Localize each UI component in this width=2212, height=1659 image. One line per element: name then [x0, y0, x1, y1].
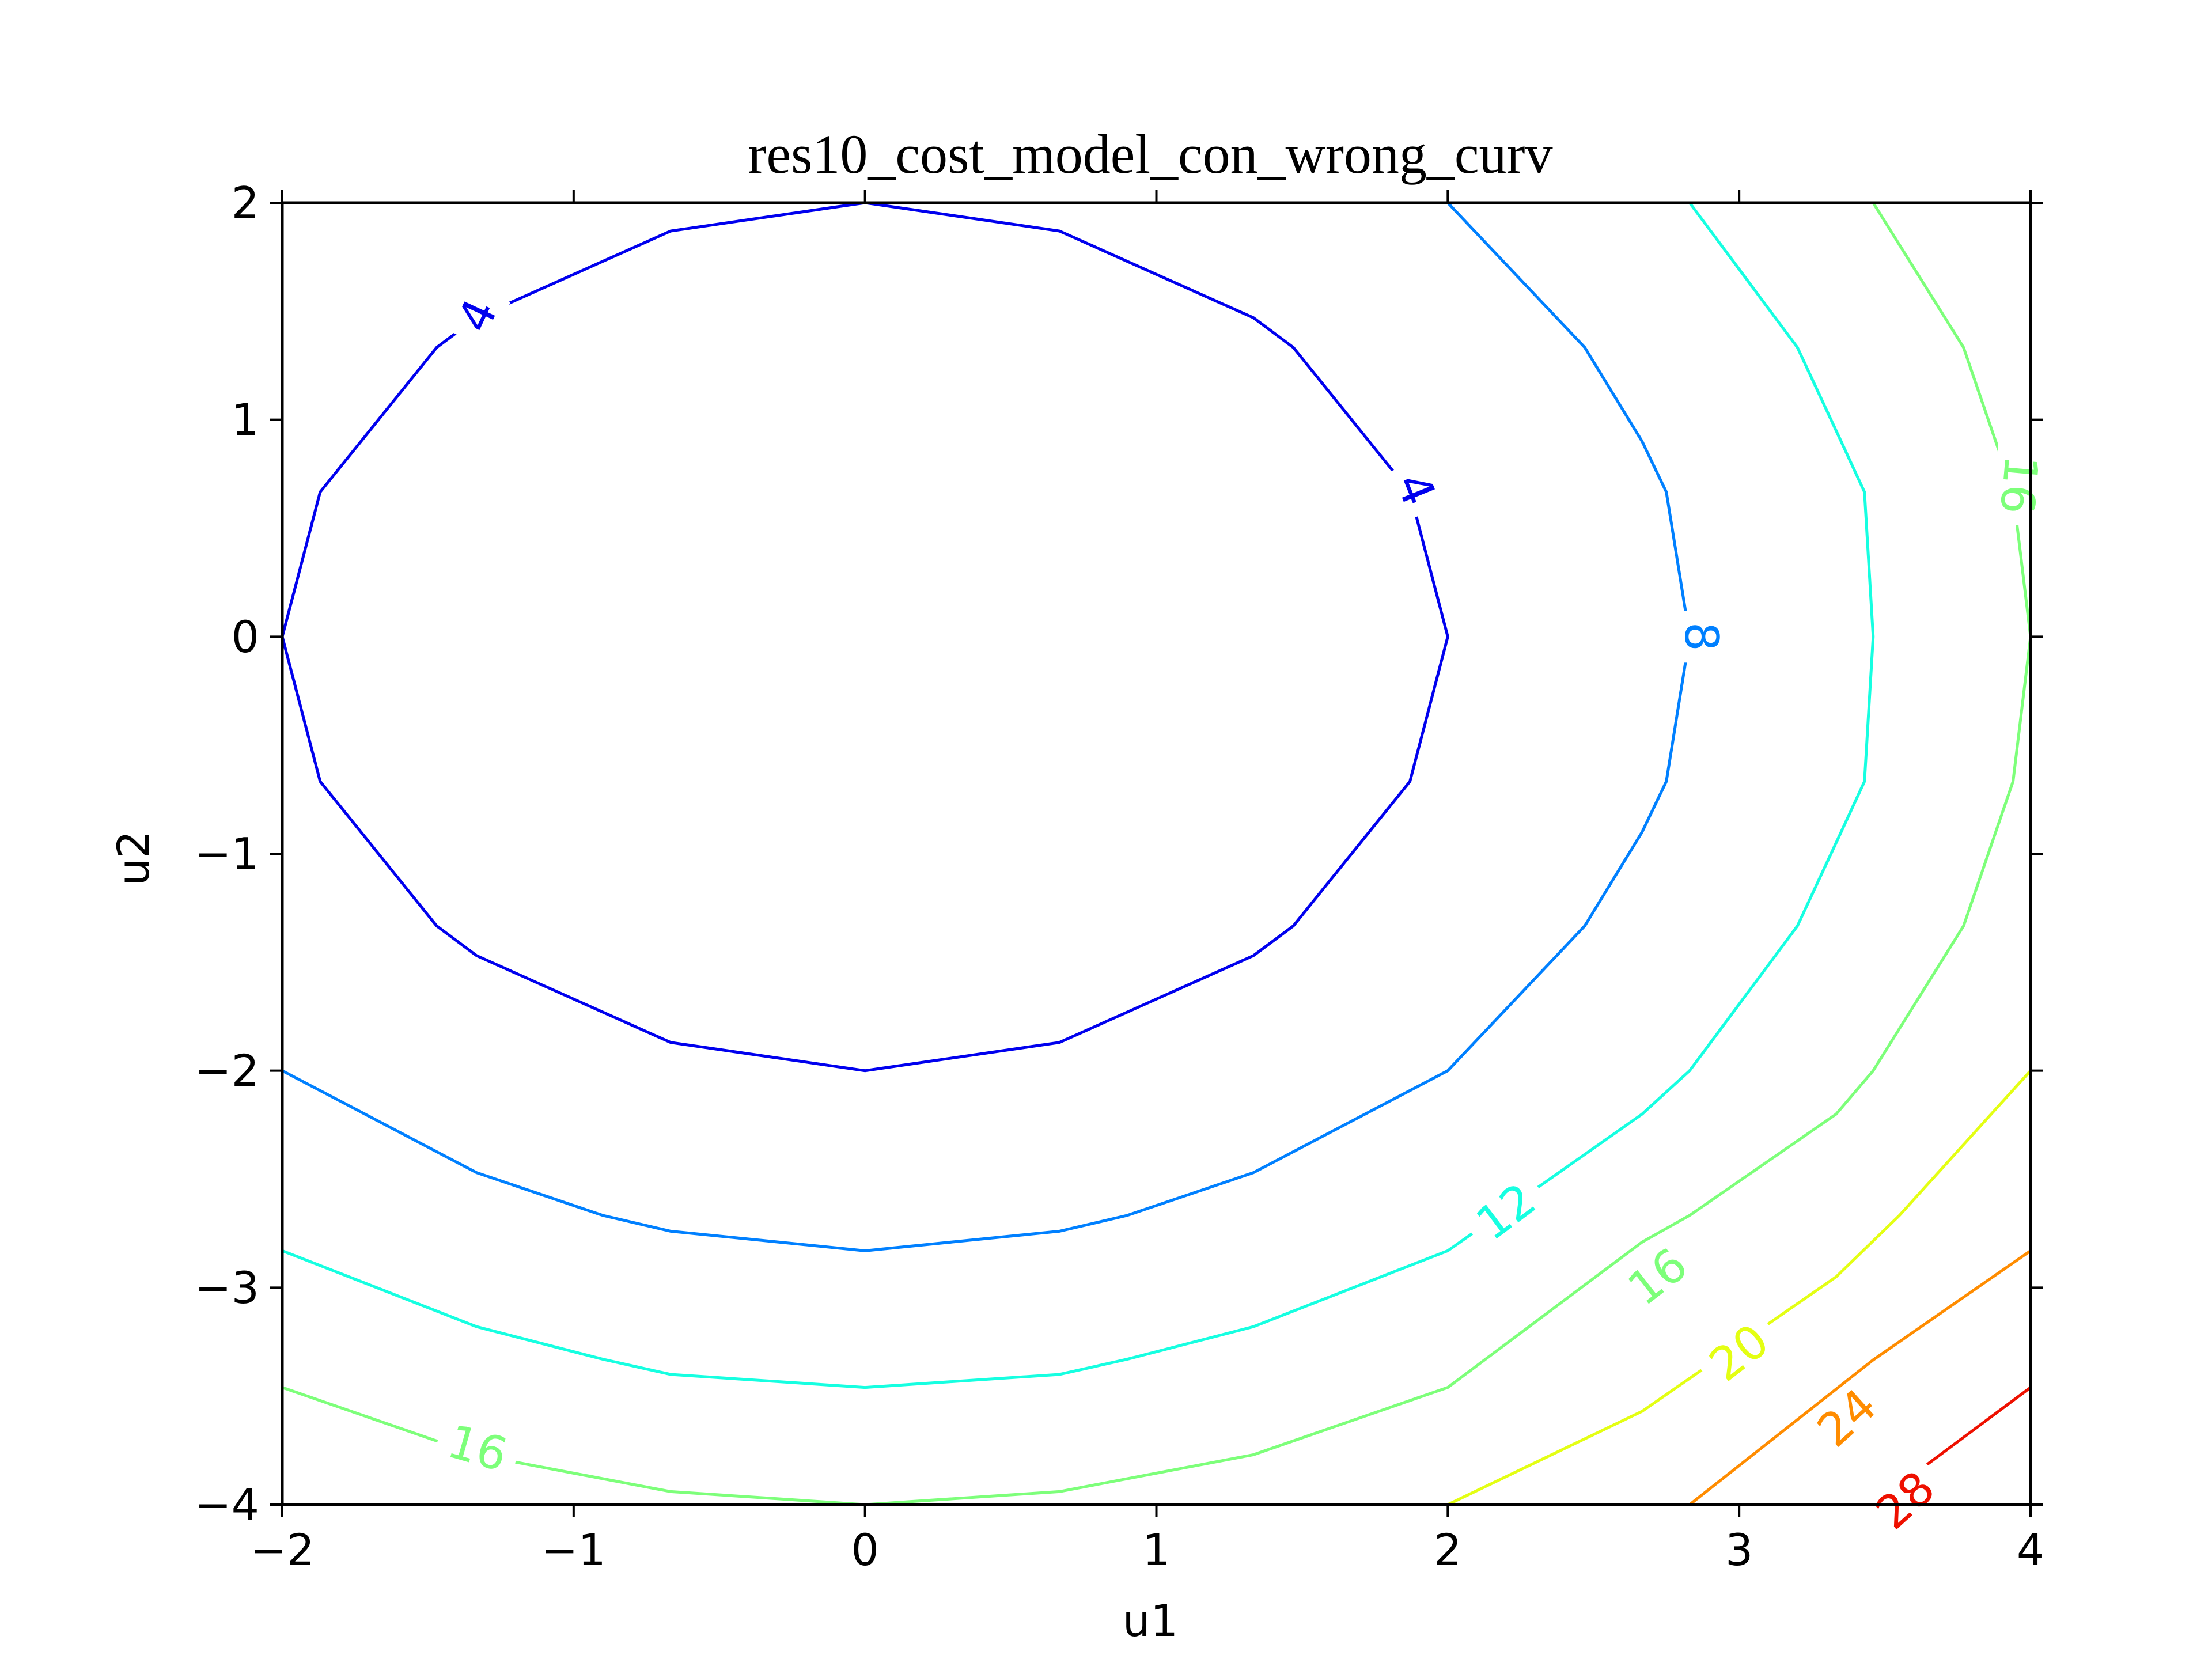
contour-label-gap [432, 1414, 523, 1483]
x-tick-label: 0 [851, 1524, 878, 1575]
contour-label-gap [1801, 1373, 1893, 1463]
y-axis-ticks: −4 −3 −2 −1 0 1 2 [195, 177, 2043, 1531]
x-tick-label: −1 [541, 1524, 606, 1575]
y-tick-label: 2 [232, 177, 259, 229]
x-axis-ticks: −2 −1 0 1 2 3 4 [250, 190, 2044, 1575]
contour-line-12 [282, 202, 1875, 1389]
contour-label-16: 16 [1990, 453, 2048, 517]
contour-lines [281, 201, 2032, 1506]
x-tick-label: 4 [2017, 1524, 2044, 1575]
contour-label-gap [1859, 1455, 1952, 1546]
contour-label-gap [1383, 456, 1448, 522]
x-tick-label: 2 [1434, 1524, 1461, 1575]
contour-label-gap [1677, 611, 1726, 663]
contour-line-16 [282, 202, 2032, 1506]
contour-label-gap [444, 282, 510, 350]
contour-line-20 [1447, 1070, 2032, 1506]
y-tick-label: −2 [195, 1045, 259, 1096]
x-tick-label: 1 [1142, 1524, 1170, 1575]
axes-frame [281, 201, 2032, 1506]
y-tick-label: −4 [195, 1479, 259, 1531]
contour-label-gap [1991, 442, 2047, 528]
x-axis-label: u1 [1123, 1595, 1179, 1646]
contour-line-24 [1688, 1249, 2032, 1506]
y-tick-label: 0 [232, 611, 259, 662]
contour-label-gap [1611, 1233, 1705, 1321]
contour-label-gap [1459, 1168, 1553, 1256]
contour-line-4 [281, 201, 1449, 1073]
y-axis-label: u2 [108, 831, 159, 887]
contour-label-8: 8 [1675, 622, 1728, 652]
x-tick-label: −2 [250, 1524, 315, 1575]
x-tick-label: 3 [1725, 1524, 1753, 1575]
plot-border [281, 201, 2032, 1506]
chart-title: res10_cost_model_con_wrong_curv [748, 123, 1552, 185]
contour-label-gap [1692, 1309, 1786, 1397]
contour-line-8 [281, 202, 1691, 1252]
y-tick-label: −3 [195, 1262, 259, 1313]
y-tick-label: 1 [232, 394, 259, 445]
y-tick-label: −1 [195, 828, 259, 880]
